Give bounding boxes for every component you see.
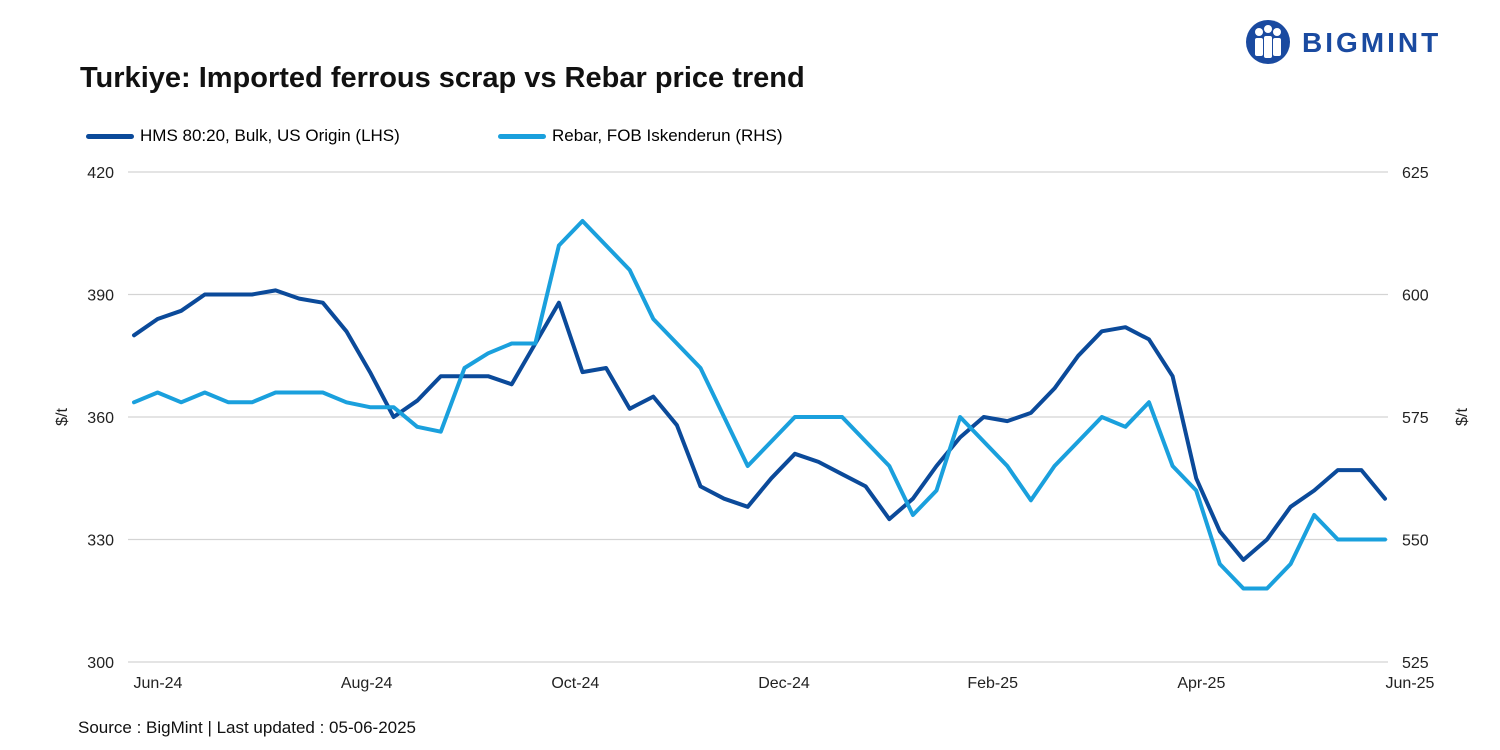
source-footer: Source : BigMint | Last updated : 05-06-… <box>78 718 417 737</box>
x-tick-label: Feb-25 <box>967 675 1018 692</box>
legend-swatch-hms <box>86 133 134 139</box>
y-left-tick-label: 390 <box>87 288 114 305</box>
x-tick-label: Apr-25 <box>1177 675 1225 692</box>
y-left-tick-label: 420 <box>87 165 114 182</box>
y-right-axis-label: $/t <box>1454 408 1471 426</box>
y-left-tick-label: 330 <box>87 533 114 550</box>
y-left-tick-label: 300 <box>87 655 114 672</box>
y-right-tick-label: 525 <box>1402 655 1429 672</box>
rebar-series-line <box>132 219 1387 591</box>
legend-label-rebar: Rebar, FOB Iskenderun (RHS) <box>552 126 783 145</box>
y-right-tick-label: 575 <box>1402 410 1429 427</box>
x-tick-label: Aug-24 <box>341 675 393 692</box>
legend-label-hms: HMS 80:20, Bulk, US Origin (LHS) <box>140 126 400 145</box>
bigmint-logo-text: BIGMINT <box>1302 27 1442 58</box>
axes: 300 330 360 390 420 525 550 575 600 625 $/t $/t Jun-… <box>54 165 1471 692</box>
series-lines <box>132 219 1387 591</box>
y-left-tick-label: 360 <box>87 410 114 427</box>
legend-item-rebar: Rebar, FOB Iskenderun (RHS) <box>498 126 783 146</box>
chart-title: Turkiye: Imported ferrous scrap vs Rebar… <box>80 62 805 94</box>
hms-series-line <box>132 288 1387 562</box>
gridlines <box>128 171 1388 663</box>
bigmint-logo-icon <box>1246 20 1290 64</box>
y-right-tick-label: 550 <box>1402 533 1429 550</box>
y-left-axis-label: $/t <box>54 408 71 426</box>
y-right-tick-label: 625 <box>1402 165 1429 182</box>
legend-swatch-rebar <box>498 133 546 139</box>
x-tick-label: Jun-25 <box>1386 675 1435 692</box>
bigmint-logo: BIGMINT <box>1244 18 1484 66</box>
x-tick-label: Dec-24 <box>758 675 810 692</box>
x-tick-label: Jun-24 <box>134 675 183 692</box>
x-tick-label: Oct-24 <box>551 675 599 692</box>
legend-item-hms: HMS 80:20, Bulk, US Origin (LHS) <box>86 126 400 146</box>
y-right-tick-label: 600 <box>1402 288 1429 305</box>
